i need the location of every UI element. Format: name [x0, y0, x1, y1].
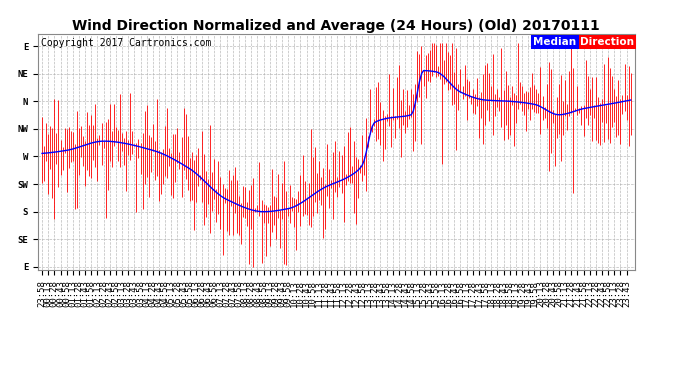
Text: Copyright 2017 Cartronics.com: Copyright 2017 Cartronics.com [41, 39, 211, 48]
Title: Wind Direction Normalized and Average (24 Hours) (Old) 20170111: Wind Direction Normalized and Average (2… [72, 19, 600, 33]
Text: Median: Median [533, 37, 576, 47]
Text: Direction: Direction [580, 37, 633, 47]
